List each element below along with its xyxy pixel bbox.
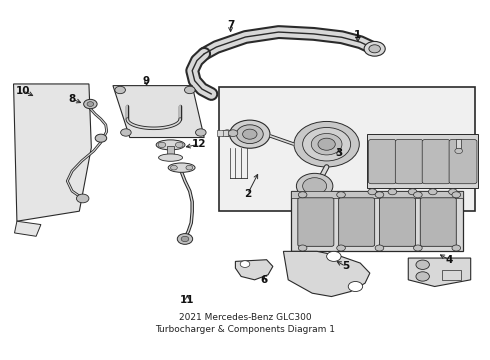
Circle shape [327, 251, 341, 261]
Circle shape [318, 138, 335, 150]
FancyBboxPatch shape [449, 140, 477, 184]
Text: 6: 6 [261, 275, 268, 285]
Circle shape [222, 130, 232, 136]
Circle shape [375, 192, 384, 198]
Circle shape [87, 102, 94, 107]
Polygon shape [15, 221, 41, 236]
Circle shape [298, 192, 307, 198]
Text: 2021 Mercedes-Benz GLC300
Turbocharger & Components Diagram 1: 2021 Mercedes-Benz GLC300 Turbocharger &… [155, 312, 335, 334]
Circle shape [181, 236, 189, 242]
Circle shape [236, 125, 263, 144]
Circle shape [337, 245, 345, 251]
FancyBboxPatch shape [420, 198, 456, 246]
Circle shape [175, 142, 183, 148]
Circle shape [416, 272, 429, 281]
Bar [368, 134, 478, 188]
Polygon shape [283, 251, 370, 297]
Text: 2: 2 [244, 189, 251, 199]
Text: 10: 10 [16, 86, 30, 96]
Text: 4: 4 [445, 255, 453, 265]
Text: 9: 9 [143, 76, 150, 86]
Ellipse shape [156, 140, 185, 150]
Text: 11: 11 [180, 295, 195, 305]
Circle shape [115, 86, 125, 94]
Circle shape [171, 165, 177, 170]
FancyBboxPatch shape [298, 198, 334, 246]
Circle shape [240, 261, 250, 267]
Ellipse shape [159, 154, 183, 161]
Bar [167, 146, 174, 156]
Circle shape [76, 194, 89, 203]
Circle shape [414, 245, 422, 251]
Circle shape [303, 178, 327, 194]
Bar [217, 130, 223, 136]
Bar [291, 191, 464, 198]
Circle shape [311, 134, 342, 155]
Circle shape [230, 120, 270, 148]
Circle shape [177, 234, 193, 244]
Circle shape [298, 245, 307, 251]
Circle shape [348, 282, 363, 292]
Text: 3: 3 [335, 148, 342, 158]
Circle shape [296, 174, 333, 199]
FancyBboxPatch shape [339, 198, 375, 246]
FancyBboxPatch shape [395, 140, 423, 184]
Circle shape [196, 129, 206, 136]
Circle shape [414, 192, 422, 198]
Circle shape [369, 45, 380, 53]
Circle shape [228, 130, 238, 136]
Circle shape [428, 189, 437, 195]
Circle shape [337, 192, 345, 198]
Circle shape [375, 245, 384, 251]
FancyBboxPatch shape [422, 140, 450, 184]
FancyBboxPatch shape [368, 140, 396, 184]
Circle shape [84, 99, 97, 109]
Circle shape [95, 134, 107, 142]
Circle shape [186, 165, 193, 170]
Circle shape [452, 245, 461, 251]
Circle shape [121, 129, 131, 136]
Polygon shape [113, 86, 204, 138]
Circle shape [243, 129, 257, 139]
Text: 8: 8 [69, 94, 76, 104]
Ellipse shape [168, 163, 195, 172]
Polygon shape [235, 260, 273, 280]
Circle shape [455, 148, 463, 154]
Bar [456, 139, 461, 148]
Circle shape [408, 189, 417, 195]
Text: 7: 7 [227, 21, 234, 30]
Circle shape [185, 86, 195, 94]
Text: 12: 12 [192, 139, 207, 149]
Circle shape [449, 189, 457, 195]
Text: 1: 1 [354, 30, 362, 40]
Circle shape [416, 260, 429, 269]
Circle shape [364, 41, 385, 56]
Bar [291, 191, 464, 251]
Bar [442, 270, 461, 280]
Bar [219, 87, 475, 211]
Polygon shape [408, 258, 471, 287]
Text: 5: 5 [342, 261, 349, 271]
Circle shape [294, 121, 359, 167]
Polygon shape [14, 84, 91, 221]
Circle shape [388, 189, 397, 195]
Circle shape [303, 127, 351, 161]
Circle shape [368, 189, 377, 195]
Circle shape [158, 142, 166, 148]
Bar [222, 130, 228, 136]
FancyBboxPatch shape [379, 198, 416, 246]
Circle shape [452, 192, 461, 198]
